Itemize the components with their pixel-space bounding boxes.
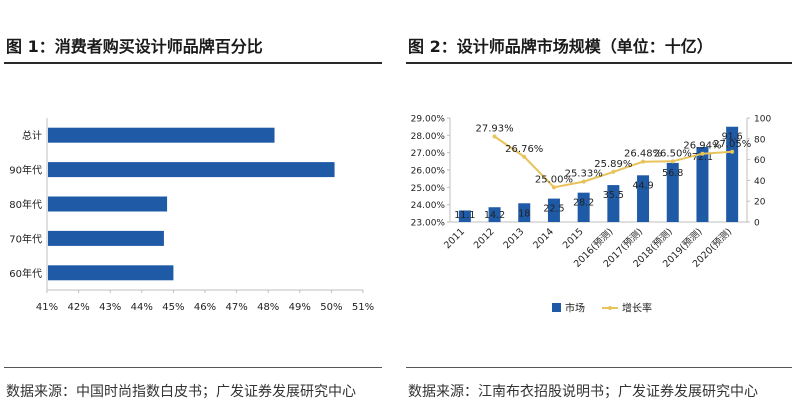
category-label: 60年代 (9, 267, 42, 280)
left-y-tick-label: 23.00% (411, 219, 446, 229)
growth-rate-point (611, 169, 616, 174)
right-y-tick-label: 0 (754, 219, 760, 229)
legend-market-label: 市场 (565, 302, 585, 315)
market-bar-4 (577, 192, 590, 222)
figure-2-source-rule (406, 367, 792, 368)
category-label: 总计 (22, 129, 42, 142)
growth-rate-label: 27.93% (475, 124, 513, 135)
market-bar-label: 35.5 (603, 190, 624, 201)
left-y-tick-label: 27.00% (411, 149, 446, 159)
x-tick-label: 46% (194, 302, 216, 313)
x-tick-label: 51% (352, 302, 374, 313)
figure-2-title: 图 2：设计师品牌市场规模（单位：十亿） (408, 37, 713, 56)
market-bar-8 (696, 147, 709, 222)
growth-rate-point (641, 159, 646, 164)
right-y-tick-label: 20 (754, 198, 766, 208)
category-label: 2015 (561, 226, 586, 251)
bar-2 (48, 196, 168, 212)
market-bar-label: 44.9 (632, 180, 653, 191)
x-tick-label: 48% (257, 302, 279, 313)
right-y-tick-label: 100 (754, 115, 771, 125)
market-bar-label: 91.6 (722, 132, 743, 143)
x-tick-label: 50% (320, 302, 342, 313)
bar-4 (48, 265, 174, 281)
figure-2-combo-chart: 23.00% 24.00% 25.00% 26.00% 27.00% 28.00% 29.0… (411, 115, 772, 315)
growth-rate-point (492, 134, 497, 139)
left-y-tick-label: 29.00% (411, 115, 446, 125)
category-label: 2012 (472, 226, 497, 251)
category-label: 2011 (442, 226, 467, 251)
figure-2-title-rule (406, 62, 792, 64)
market-bar-label: 56.8 (662, 168, 683, 179)
growth-rate-point (551, 185, 556, 190)
x-tick-label: 47% (225, 302, 247, 313)
market-bar-label: 22.5 (543, 204, 564, 215)
growth-rate-point (522, 154, 527, 159)
growth-rate-label: 25.89% (594, 159, 632, 170)
market-bar-label: 14.2 (484, 210, 505, 221)
figure-1-panel: 图 1：消费者购买设计师品牌百分比 总计 90年代 80年代 70年代 60年代 41% 4… (0, 0, 392, 415)
x-tick-label: 49% (289, 302, 311, 313)
figure-1-bar-chart: 总计 90年代 80年代 70年代 60年代 41% 42% 43% 44% 45% 46% 47% 4… (9, 118, 374, 313)
figure-1-source-rule (4, 367, 382, 368)
figure-2-panel: 图 2：设计师品牌市场规模（单位：十亿） 23.00% 24.00% 25.00% 2… (402, 0, 802, 415)
left-y-tick-label: 25.00% (411, 184, 446, 194)
right-y-tick-label: 40 (754, 177, 766, 187)
market-bar-1 (488, 207, 501, 222)
bar-1 (48, 162, 335, 178)
market-bar-label: 28.2 (573, 198, 594, 209)
figure-1-source: 数据来源：中国时尚指数白皮书；广发证券发展研究中心 (6, 384, 356, 400)
bar-0 (48, 127, 275, 143)
legend-market-swatch (552, 303, 561, 312)
growth-rate-point (581, 179, 586, 184)
category-label: 90年代 (9, 164, 42, 177)
market-bar-5 (607, 185, 620, 222)
market-bar-label: 11.1 (454, 210, 475, 221)
market-bar-label: 72.1 (692, 152, 713, 163)
x-tick-label: 42% (67, 302, 89, 313)
growth-rate-label: 26.48% (624, 149, 662, 160)
legend-growth-marker (608, 306, 612, 310)
growth-rate-label: 25.33% (565, 169, 603, 180)
x-tick-label: 45% (162, 302, 184, 313)
growth-rate-label: 26.76% (505, 144, 543, 155)
category-label: 2014 (531, 226, 556, 251)
left-y-tick-label: 26.00% (411, 167, 446, 177)
market-bar-2 (518, 203, 531, 222)
category-label: 70年代 (9, 232, 42, 245)
bar-3 (48, 230, 164, 246)
figure-1-title-rule (4, 62, 382, 64)
market-bar-7 (666, 162, 679, 222)
left-y-tick-label: 24.00% (411, 201, 446, 211)
growth-rate-label: 26.94% (683, 141, 721, 152)
growth-rate-point (670, 159, 675, 164)
growth-rate-point (700, 151, 705, 156)
legend-growth-label: 增长率 (622, 302, 652, 315)
figure-2-source: 数据来源：江南布衣招股说明书；广发证券发展研究中心 (408, 384, 758, 400)
x-tick-label: 41% (36, 302, 58, 313)
market-bar-9 (726, 126, 739, 222)
x-tick-label: 44% (131, 302, 153, 313)
category-label: 2013 (501, 226, 526, 251)
right-y-tick-label: 60 (754, 156, 766, 166)
market-bar-0 (458, 210, 471, 222)
figure-1-title: 图 1：消费者购买设计师品牌百分比 (6, 37, 263, 56)
left-y-tick-label: 28.00% (411, 132, 446, 142)
market-bar-label: 18 (518, 208, 530, 219)
market-bar-3 (547, 198, 560, 222)
growth-rate-label: 25.00% (535, 174, 573, 185)
category-label: 80年代 (9, 198, 42, 211)
growth-rate-label: 27.05% (713, 139, 751, 150)
growth-rate-label: 26.50% (654, 148, 692, 159)
right-y-tick-label: 80 (754, 135, 766, 145)
growth-rate-point (730, 149, 735, 154)
x-tick-label: 43% (99, 302, 121, 313)
market-bar-6 (637, 175, 650, 222)
